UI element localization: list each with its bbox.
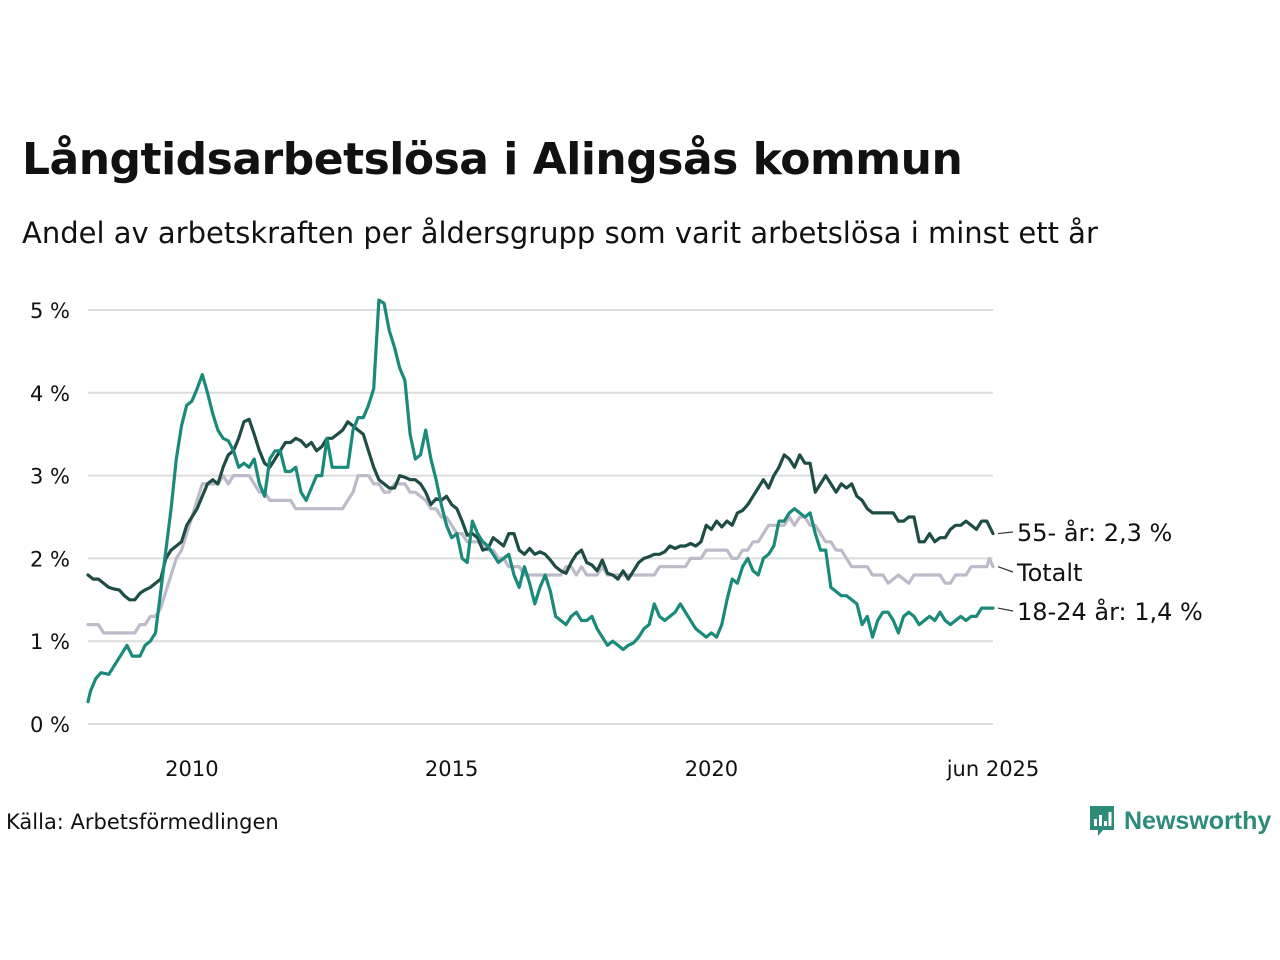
series-line-age55 <box>86 417 995 602</box>
y-tick-label: 1 % <box>30 630 70 654</box>
label-connector-age1824 <box>997 607 1014 612</box>
chart-title: Långtidsarbetslösa i Alingsås kommun <box>22 134 963 185</box>
grid-lines <box>88 309 993 725</box>
y-tick-label: 3 % <box>30 465 70 489</box>
brand-name: Newsworthy <box>1124 806 1272 835</box>
chart-subtitle: Andel av arbetskraften per åldersgrupp s… <box>22 216 1098 250</box>
brand-logo: Newsworthy <box>1088 803 1271 839</box>
x-axis-ticks: 2010 2015 2020 jun 2025 <box>165 757 1039 781</box>
y-tick-label: 5 % <box>30 299 70 323</box>
newsworthy-logo-icon <box>1090 806 1114 836</box>
y-axis-ticks: 0 % 1 % 2 % 3 % 4 % 5 % <box>30 299 70 737</box>
series-label-age55: 55- år: 2,3 % <box>1017 518 1172 547</box>
y-tick-label: 2 % <box>30 547 70 571</box>
x-tick-label: 2020 <box>685 757 738 781</box>
series-lines <box>86 298 995 704</box>
y-tick-label: 4 % <box>30 382 70 406</box>
series-label-age1824: 18-24 år: 1,4 % <box>1017 597 1203 626</box>
source-note: Källa: Arbetsförmedlingen <box>6 810 279 834</box>
x-tick-label: 2015 <box>425 757 478 781</box>
series-end-labels: Totalt 55- år: 2,3 % 18-24 år: 1,4 % <box>997 518 1203 626</box>
series-line-age1824 <box>86 298 995 704</box>
label-connector-total <box>997 566 1014 573</box>
label-connector-age55 <box>997 531 1014 535</box>
y-tick-label: 0 % <box>30 713 70 737</box>
x-tick-label: jun 2025 <box>946 757 1040 781</box>
series-label-total: Totalt <box>1016 559 1082 587</box>
x-tick-label: 2010 <box>165 757 218 781</box>
series-line-total <box>86 474 995 635</box>
